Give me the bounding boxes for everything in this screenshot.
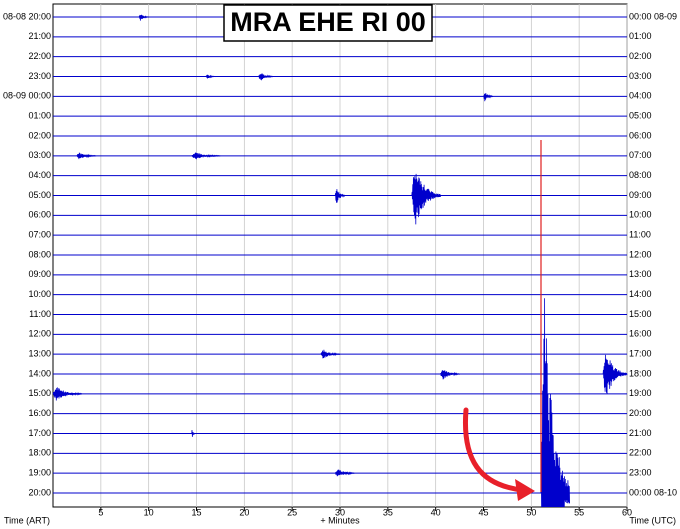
right-time-label: 21:00 (629, 428, 652, 438)
left-time-label: 23:00 (28, 71, 51, 81)
right-time-label: 15:00 (629, 309, 652, 319)
right-time-label: 14:00 (629, 289, 652, 299)
right-time-label: 04:00 (629, 91, 652, 101)
left-time-label: 11:00 (29, 309, 51, 319)
x-tick-label: 15 (191, 507, 201, 517)
seismic-event (191, 429, 195, 437)
seismic-event (540, 298, 570, 508)
right-time-label: 12:00 (629, 249, 652, 259)
x-tick-label: 50 (526, 507, 536, 517)
right-time-label: 23:00 (629, 468, 652, 478)
left-time-label: 17:00 (28, 428, 51, 438)
left-time-label: 08-09 00:00 (3, 91, 51, 101)
left-time-label: 09:00 (28, 269, 51, 279)
right-time-label: 18:00 (629, 368, 652, 378)
x-label: + Minutes (320, 515, 360, 525)
left-time-label: 12:00 (28, 329, 51, 339)
seismic-event (52, 387, 83, 401)
seismic-event (334, 189, 346, 203)
left-time-label: 14:00 (28, 368, 51, 378)
right-time-label: 01:00 (629, 31, 652, 41)
arrow-head (515, 479, 535, 501)
left-time-label: 06:00 (28, 210, 51, 220)
left-time-label: 02:00 (28, 130, 51, 140)
seismic-event (334, 469, 355, 477)
left-time-label: 21:00 (28, 31, 51, 41)
seismic-event (76, 152, 97, 160)
left-time-label: 10:00 (28, 289, 51, 299)
arrow (462, 407, 525, 493)
x-tick-label: 35 (383, 507, 393, 517)
left-time-label: 16:00 (28, 408, 51, 418)
left-time-label: 08:00 (28, 249, 51, 259)
right-time-label: 09:00 (629, 190, 652, 200)
right-time-label: 19:00 (629, 388, 652, 398)
x-tick-label: 55 (574, 507, 584, 517)
right-time-label: 00:00 08-10 (629, 487, 677, 497)
right-time-label: 20:00 (629, 408, 652, 418)
left-time-label: 18:00 (28, 448, 51, 458)
x-label-right: Time (UTC) (629, 515, 676, 525)
right-time-label: 08:00 (629, 170, 652, 180)
left-time-label: 04:00 (28, 170, 51, 180)
right-time-label: 06:00 (629, 130, 652, 140)
left-time-label: 15:00 (28, 388, 51, 398)
right-time-label: 11:00 (629, 230, 651, 240)
x-tick-label: 45 (478, 507, 488, 517)
left-time-label: 03:00 (28, 150, 51, 160)
right-time-label: 00:00 08-09 (629, 11, 677, 21)
x-tick-label: 20 (239, 507, 249, 517)
left-time-label: 01:00 (28, 111, 51, 121)
seismic-event (205, 74, 216, 79)
right-time-label: 10:00 (629, 210, 652, 220)
seismic-event (411, 173, 441, 225)
right-time-label: 17:00 (629, 349, 652, 359)
x-tick-label: 40 (431, 507, 441, 517)
title-box (223, 4, 433, 42)
x-tick-label: 60 (622, 507, 632, 517)
seismic-event (258, 73, 274, 81)
x-label-left: Time (ART) (4, 515, 50, 525)
x-tick-label: 30 (335, 507, 345, 517)
left-time-label: 05:00 (28, 190, 51, 200)
seismic-event (483, 92, 494, 102)
seismic-event (320, 349, 341, 359)
seismic-event (602, 354, 628, 394)
x-tick-label: 5 (98, 507, 103, 517)
x-tick-label: 25 (287, 507, 297, 517)
left-time-label: 13:00 (28, 349, 51, 359)
seismic-event (191, 152, 221, 160)
left-time-label: 07:00 (28, 230, 51, 240)
right-time-label: 07:00 (629, 150, 652, 160)
left-time-label: 20:00 (28, 487, 51, 497)
seismic-event (440, 370, 460, 380)
left-time-label: 08-08 20:00 (3, 11, 51, 21)
left-time-label: 22:00 (28, 51, 51, 61)
right-time-label: 13:00 (629, 269, 652, 279)
right-time-label: 16:00 (629, 329, 652, 339)
right-time-label: 03:00 (629, 71, 652, 81)
chart-title: MRA EHE RI 00 (230, 7, 426, 37)
seismic-event (138, 14, 149, 21)
right-time-label: 22:00 (629, 448, 652, 458)
x-tick-label: 10 (144, 507, 154, 517)
right-time-label: 05:00 (629, 111, 652, 121)
left-time-label: 19:00 (28, 468, 51, 478)
right-time-label: 02:00 (629, 51, 652, 61)
